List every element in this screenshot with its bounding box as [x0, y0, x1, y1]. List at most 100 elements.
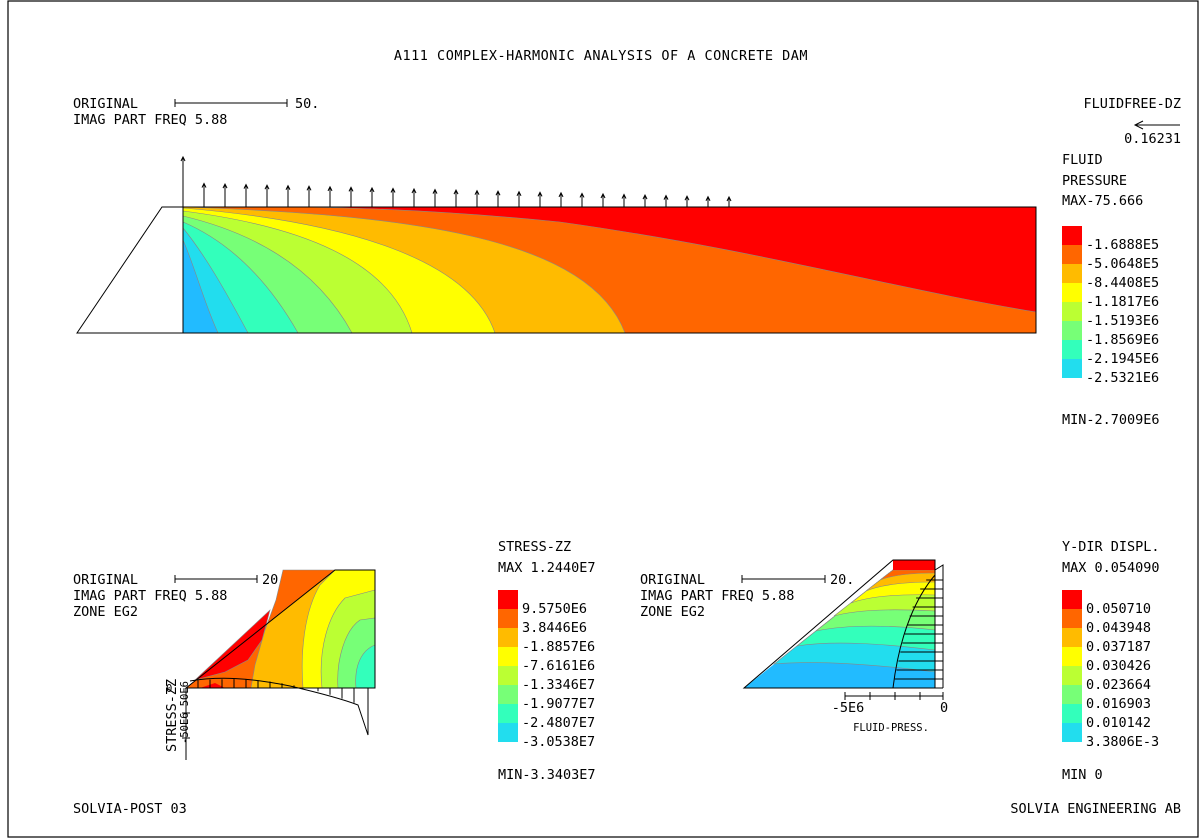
br-legend-level-2: 0.043948: [1086, 620, 1151, 636]
arrow-head-27: [726, 195, 732, 202]
bl-legend-level-3: -1.8857E6: [522, 639, 595, 655]
arrow-head-11: [390, 187, 396, 193]
top-legend-swatch-3: [1062, 264, 1082, 283]
disp-band-1: [893, 560, 935, 570]
arrow-head-14: [453, 189, 459, 195]
br-legend-title: Y-DIR DISPL.: [1062, 539, 1160, 555]
arrow-head-19: [558, 191, 564, 198]
top-original-label: ORIGINAL: [73, 96, 138, 112]
top-legend-swatch-8: [1062, 359, 1082, 378]
br-legend-swatch-1: [1062, 590, 1082, 609]
bl-legend-swatch-6: [498, 685, 518, 704]
arrow-head-20: [579, 192, 585, 198]
br-legend-swatches: 0.050710 0.043948 0.037187 0.030426 0.023664…: [1062, 590, 1159, 750]
br-legend-level-3: 0.037187: [1086, 639, 1151, 655]
bl-tick-upper: 50E6: [179, 681, 191, 706]
arrow-head-12: [411, 187, 417, 194]
arrow-head-6: [285, 184, 291, 190]
br-axis-label: FLUID-PRESS.: [853, 722, 929, 734]
top-legend-level-8: -2.5321E6: [1086, 370, 1159, 386]
arrow-head-5: [264, 184, 270, 190]
vector-value: 0.16231: [1124, 131, 1181, 147]
top-freq-label: IMAG PART FREQ 5.88: [73, 112, 227, 128]
bl-legend-max: MAX 1.2440E7: [498, 560, 596, 576]
bl-freq-label: IMAG PART FREQ 5.88: [73, 588, 227, 604]
vector-title: FLUIDFREE-DZ: [1083, 96, 1181, 112]
br-legend-level-5: 0.023664: [1086, 677, 1151, 693]
fluid-band-1: [299, 206, 1037, 313]
bl-legend-swatches: 9.5750E6 3.8446E6 -1.8857E6 -7.6161E6 -1.334…: [498, 590, 595, 750]
top-legend-swatch-1: [1062, 226, 1082, 245]
arrow-head-13: [432, 188, 438, 194]
bl-legend-level-2: 3.8446E6: [522, 620, 587, 636]
br-tick-left: -5E6: [832, 700, 865, 716]
top-legend-swatch-4: [1062, 283, 1082, 302]
br-dam-outline: [742, 559, 936, 689]
bl-legend-swatch-2: [498, 609, 518, 628]
arrow-head-24: [663, 194, 669, 200]
bl-legend-min: MIN-3.3403E7: [498, 767, 596, 783]
top-legend-swatch-7: [1062, 340, 1082, 359]
arrow-head-15: [474, 189, 480, 195]
top-legend-swatch-2: [1062, 245, 1082, 264]
br-legend-swatch-5: [1062, 666, 1082, 685]
arrow-head-25: [684, 195, 690, 201]
br-freq-label: IMAG PART FREQ 5.88: [640, 588, 794, 604]
br-legend-max: MAX 0.054090: [1062, 560, 1160, 576]
bl-tick-lower: -50E6: [179, 712, 191, 744]
br-original-label: ORIGINAL: [640, 572, 705, 588]
br-legend-swatch-4: [1062, 647, 1082, 666]
fluid-boundary: [182, 206, 1037, 334]
arrow-head-17: [516, 190, 522, 197]
page-title: A111 COMPLEX-HARMONIC ANALYSIS OF A CONC…: [394, 48, 808, 64]
arrow-head-26: [705, 195, 711, 201]
br-legend-level-4: 0.030426: [1086, 658, 1151, 674]
page-frame: [7, 0, 1199, 838]
top-legend-level-6: -1.8569E6: [1086, 332, 1159, 348]
arrow-head-1: [180, 155, 186, 162]
bl-axis-label: STRESS-ZZ: [164, 679, 180, 752]
br-legend-swatch-2: [1062, 609, 1082, 628]
bl-scale-bar: [174, 575, 258, 583]
br-scale-value: 20.: [830, 572, 854, 588]
footer-left: SOLVIA-POST 03: [73, 801, 187, 817]
bl-legend-swatch-8: [498, 723, 518, 742]
br-legend-swatch-8: [1062, 723, 1082, 742]
bl-legend-swatch-1: [498, 590, 518, 609]
stress-band-1: [194, 609, 271, 681]
br-legend-swatch-6: [1062, 685, 1082, 704]
vector-reference-arrow: [1133, 120, 1180, 130]
bl-legend-swatch-5: [498, 666, 518, 685]
surface-displacement-arrows: [180, 155, 732, 207]
bl-legend-level-1: 9.5750E6: [522, 601, 587, 617]
arrow-head-22: [621, 193, 627, 199]
top-legend-max: MAX-75.666: [1062, 193, 1143, 209]
br-legend-level-1: 0.050710: [1086, 601, 1151, 617]
bl-legend-swatch-7: [498, 704, 518, 723]
bl-legend-level-6: -1.9077E7: [522, 696, 595, 712]
top-legend-swatches: -1.6888E5 -5.0648E5 -8.4408E5 -1.1817E6 -1.5…: [1062, 226, 1159, 386]
br-legend-level-7: 0.010142: [1086, 715, 1151, 731]
top-scale-value: 50.: [295, 96, 319, 112]
bl-legend-swatch-3: [498, 628, 518, 647]
arrow-head-23: [642, 193, 648, 200]
bl-legend-level-8: -3.0538E7: [522, 734, 595, 750]
br-legend-level-8: 3.3806E-3: [1086, 734, 1159, 750]
fluid-pressure-profile: [844, 564, 944, 700]
bl-legend-level-5: -1.3346E7: [522, 677, 595, 693]
bl-legend-level-4: -7.6161E6: [522, 658, 595, 674]
top-legend-level-3: -8.4408E5: [1086, 275, 1159, 291]
top-legend-level-5: -1.5193E6: [1086, 313, 1159, 329]
stress-base-plot: [182, 677, 369, 760]
top-legend-title-1: FLUID: [1062, 152, 1103, 168]
top-legend-swatch-6: [1062, 321, 1082, 340]
stress-contour-dam: [184, 569, 376, 689]
top-legend-level-2: -5.0648E5: [1086, 256, 1159, 272]
top-legend-level-4: -1.1817E6: [1086, 294, 1159, 310]
stress-band-1b: [200, 683, 225, 688]
fluid-domain: [76, 206, 1037, 334]
arrow-head-10: [369, 186, 375, 193]
arrow-head-16: [495, 190, 501, 196]
br-zone-label: ZONE EG2: [640, 604, 705, 620]
